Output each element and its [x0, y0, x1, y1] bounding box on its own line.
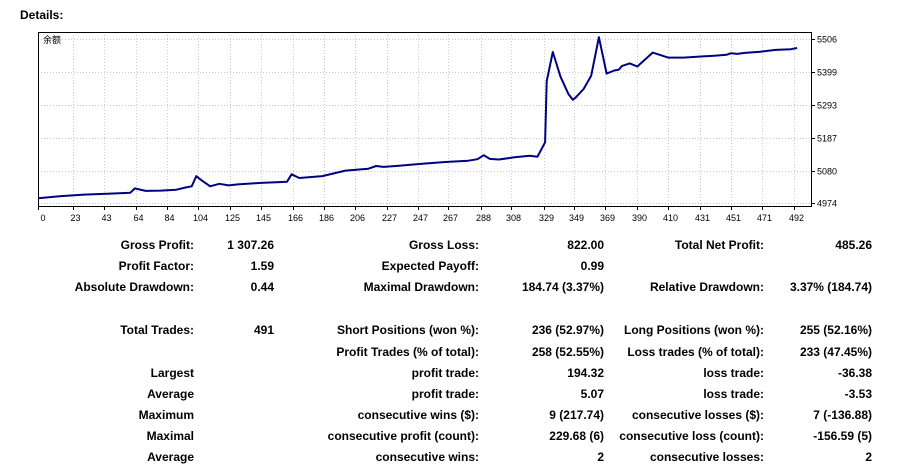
x-tick-label: 329	[539, 213, 554, 223]
y-axis-ticks: 5506 5399 5293 5187 5080 4974	[811, 35, 837, 209]
avg-cons-wins-label: consecutive wins:	[375, 450, 479, 464]
gross-profit-label: Gross Profit:	[120, 238, 194, 252]
x-tick-label: 145	[256, 213, 271, 223]
x-axis-ticks: 0 23 43 64 84 104 125 145 166 186 206 227 247 267 288 3…	[38, 206, 804, 223]
y-tick-label: 5080	[817, 167, 837, 177]
gross-profit-value: 1 307.26	[227, 238, 274, 252]
average-loss-value: -3.53	[844, 387, 872, 401]
average-profit-label: profit trade:	[411, 387, 479, 401]
average-label: Average	[147, 387, 194, 401]
profit-trades-label: Profit Trades (% of total):	[336, 345, 479, 359]
chart-legend-label: 余额	[43, 34, 61, 45]
max-cons-wins-value: 9 (217.74)	[549, 408, 604, 422]
average-loss-label: loss trade:	[703, 387, 764, 401]
plot-frame	[38, 32, 812, 207]
maximal-cons-loss-value: -156.59 (5)	[813, 429, 872, 443]
avg-cons-losses-value: 2	[865, 450, 872, 464]
x-tick-label: 84	[164, 213, 174, 223]
max-cons-losses-label: consecutive losses ($):	[631, 408, 764, 422]
y-tick-label: 5187	[817, 134, 837, 144]
x-tick-label: 492	[789, 213, 804, 223]
x-tick-label: 267	[443, 213, 458, 223]
largest-loss-value: -36.38	[837, 366, 872, 380]
y-tick-label: 5399	[817, 68, 837, 78]
x-tick-label: 64	[133, 213, 143, 223]
x-tick-label: 0	[41, 213, 46, 223]
x-tick-label: 125	[225, 213, 240, 223]
avg-cons-losses-label: consecutive losses:	[649, 450, 764, 464]
details-heading: Details:	[20, 8, 64, 22]
gross-loss-label: Gross Loss:	[408, 238, 479, 252]
x-tick-label: 349	[569, 213, 584, 223]
profit-trades-value: 258 (52.55%)	[531, 345, 604, 359]
x-tick-label: 308	[506, 213, 521, 223]
short-positions-value: 236 (52.97%)	[531, 323, 604, 337]
maximal-cons-loss-label: consecutive loss (count):	[619, 429, 764, 443]
absolute-drawdown-label: Absolute Drawdown:	[74, 280, 194, 294]
total-net-profit-value: 485.26	[835, 238, 872, 252]
expected-payoff-value: 0.99	[580, 259, 604, 273]
largest-loss-label: loss trade:	[703, 366, 764, 380]
maximal-label: Maximal	[146, 429, 194, 443]
maximal-cons-profit-value: 229.68 (6)	[549, 429, 604, 443]
gross-loss-value: 822.00	[567, 238, 604, 252]
short-positions-label: Short Positions (won %):	[337, 323, 479, 337]
average2-label: Average	[147, 450, 194, 464]
loss-trades-value: 233 (47.45%)	[799, 345, 872, 359]
x-tick-label: 390	[632, 213, 647, 223]
long-positions-label: Long Positions (won %):	[624, 323, 764, 337]
x-tick-label: 166	[288, 213, 303, 223]
y-tick-label: 5293	[817, 101, 837, 111]
x-tick-label: 471	[757, 213, 772, 223]
relative-drawdown-value: 3.37% (184.74)	[789, 280, 872, 294]
total-trades-value: 491	[253, 323, 274, 337]
x-tick-label: 206	[350, 213, 365, 223]
relative-drawdown-label: Relative Drawdown:	[649, 280, 764, 294]
x-tick-label: 369	[600, 213, 615, 223]
maximal-drawdown-label: Maximal Drawdown:	[363, 280, 479, 294]
x-tick-label: 227	[382, 213, 397, 223]
x-tick-label: 431	[695, 213, 710, 223]
x-tick-label: 410	[663, 213, 678, 223]
long-positions-value: 255 (52.16%)	[799, 323, 872, 337]
x-tick-label: 104	[193, 213, 208, 223]
x-tick-label: 288	[476, 213, 491, 223]
maximal-drawdown-value: 184.74 (3.37%)	[521, 280, 604, 294]
y-tick-label: 5506	[817, 35, 837, 45]
average-profit-value: 5.07	[580, 387, 604, 401]
expected-payoff-label: Expected Payoff:	[381, 259, 479, 273]
x-tick-label: 451	[726, 213, 741, 223]
maximal-cons-profit-label: consecutive profit (count):	[327, 429, 479, 443]
profit-factor-label: Profit Factor:	[118, 259, 194, 273]
total-trades-label: Total Trades:	[120, 323, 194, 337]
profit-factor-value: 1.59	[250, 259, 274, 273]
balance-series-line	[37, 36, 798, 200]
largest-profit-label: profit trade:	[411, 366, 479, 380]
x-tick-label: 43	[101, 213, 111, 223]
largest-profit-value: 194.32	[567, 366, 604, 380]
loss-trades-label: Loss trades (% of total):	[627, 345, 764, 359]
maximum-label: Maximum	[138, 408, 194, 422]
x-tick-label: 247	[413, 213, 428, 223]
balance-chart: 余额 0 23 43 64 84 104 125 145 166 186 206 227 247 267 2…	[37, 32, 837, 223]
largest-label: Largest	[150, 366, 194, 380]
x-tick-label: 186	[319, 213, 334, 223]
max-cons-wins-label: consecutive wins ($):	[357, 408, 479, 422]
total-net-profit-label: Total Net Profit:	[674, 238, 764, 252]
avg-cons-wins-value: 2	[597, 450, 604, 464]
y-tick-label: 4974	[817, 199, 837, 209]
max-cons-losses-value: 7 (-136.88)	[813, 408, 872, 422]
absolute-drawdown-value: 0.44	[250, 280, 274, 294]
x-tick-label: 23	[70, 213, 80, 223]
chart-grid	[38, 32, 811, 206]
